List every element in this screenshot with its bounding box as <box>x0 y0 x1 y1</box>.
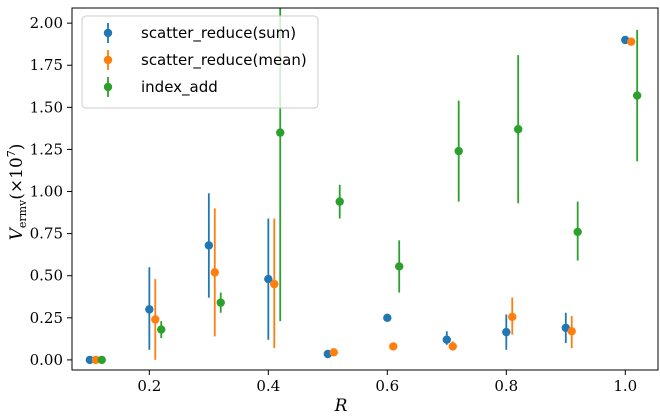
data-point <box>157 325 166 334</box>
legend-label: index_add <box>141 78 218 97</box>
legend: scatter_reduce(sum) scatter_reduce(mean)i… <box>81 15 319 109</box>
y-tick-label: 1.25 <box>30 140 63 158</box>
plot-marks <box>85 8 642 365</box>
legend-label: scatter_reduce(mean) <box>141 51 307 70</box>
svg-text:Vermv(×107): Vermv(×107) <box>5 144 29 241</box>
data-point <box>264 274 273 284</box>
y-tick-label: 2.00 <box>30 14 63 32</box>
data-point <box>216 298 225 307</box>
data-point <box>85 355 95 365</box>
legend-box <box>81 15 319 109</box>
x-tick-label: 0.6 <box>375 377 399 395</box>
data-point <box>145 305 154 314</box>
data-point <box>329 348 338 357</box>
x-tick-label: 1.0 <box>613 377 637 395</box>
data-point <box>448 342 457 351</box>
data-point <box>151 315 160 324</box>
data-point <box>442 335 452 344</box>
series-3 <box>97 8 642 365</box>
data-point <box>270 279 279 289</box>
data-point <box>567 327 576 336</box>
y-tick-label: 1.75 <box>30 56 63 74</box>
legend-marker <box>103 82 113 92</box>
data-point <box>513 125 523 134</box>
y-label-suffix: (×10 <box>7 157 27 200</box>
y-axis: 0.00 0.25 0.50 0.75 1.00 1.25 1.50 1.75 2.00 <box>30 14 72 369</box>
legend-marker <box>103 55 113 65</box>
x-tick-label: 0.2 <box>137 377 161 395</box>
y-tick-label: 0.00 <box>30 351 63 369</box>
data-point <box>91 355 100 365</box>
data-point <box>335 197 344 206</box>
y-label-sub: ermv <box>16 199 29 228</box>
data-point <box>632 91 642 100</box>
data-point <box>502 327 511 337</box>
data-point <box>508 312 517 322</box>
data-point <box>627 37 636 46</box>
series-2 <box>91 37 636 365</box>
y-axis-label: Vermv(×107) <box>5 144 29 241</box>
y-tick-label: 0.25 <box>30 309 63 327</box>
data-point <box>395 262 404 271</box>
data-point <box>204 241 214 250</box>
y-tick-label: 0.50 <box>30 267 63 285</box>
data-point <box>276 128 285 137</box>
data-point <box>210 268 219 277</box>
y-tick-label: 1.00 <box>30 183 63 201</box>
plot-frame <box>71 7 659 371</box>
x-axis-label: R <box>334 396 348 416</box>
data-point <box>389 342 398 351</box>
y-label-exp: 7 <box>5 150 18 157</box>
y-label-close: ) <box>7 144 27 151</box>
x-tick-label: 0.8 <box>494 377 518 395</box>
legend-marker <box>103 28 113 38</box>
data-point <box>383 313 392 323</box>
y-tick-label: 1.50 <box>30 98 63 116</box>
y-tick-label: 0.75 <box>30 225 63 243</box>
data-point <box>97 355 106 365</box>
data-point <box>454 146 463 156</box>
legend-label: scatter_reduce(sum) <box>141 24 296 43</box>
x-tick-label: 0.4 <box>256 377 280 395</box>
data-point <box>573 227 582 237</box>
x-axis: 0.2 0.4 0.6 0.8 1.0 <box>137 370 637 395</box>
y-label-main: V <box>7 226 27 240</box>
